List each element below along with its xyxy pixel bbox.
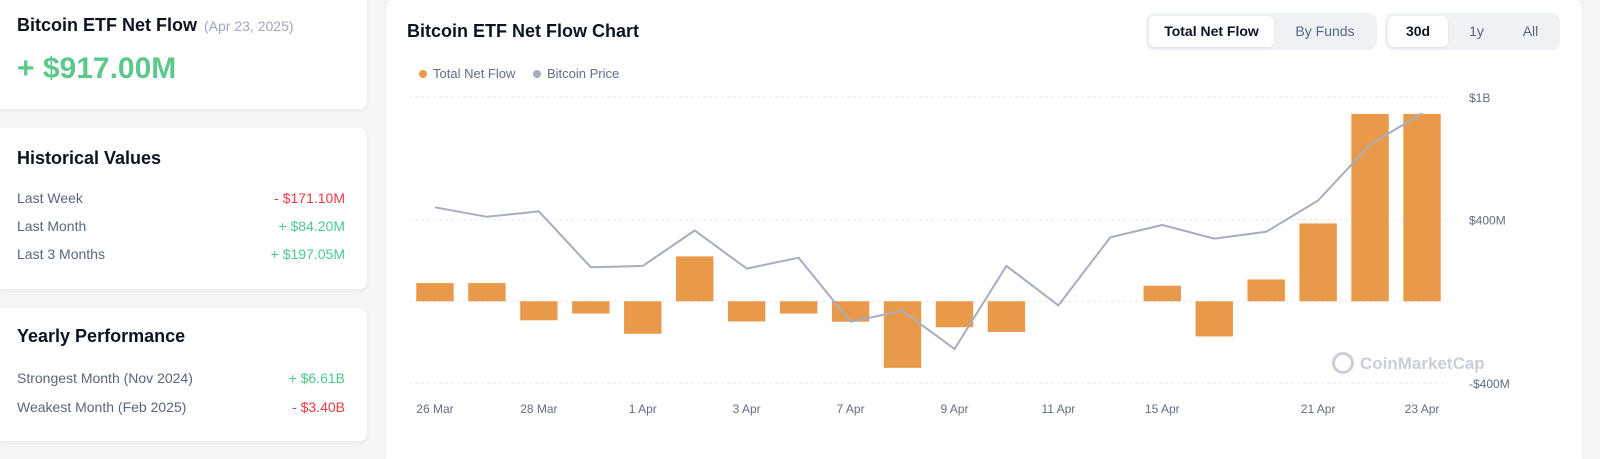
row-value: - $171.10M <box>274 190 345 206</box>
row-label-text: Weakest Month <box>17 399 115 415</box>
historical-card: Historical Values Last Week - $171.10M L… <box>0 128 367 289</box>
row-label-sub: (Nov 2024) <box>123 370 193 386</box>
coinmarketcap-logo-icon <box>1332 352 1354 374</box>
historical-title: Historical Values <box>17 148 162 168</box>
x-tick-label: 9 Apr <box>940 402 968 416</box>
bar <box>1143 285 1181 302</box>
summary-title: Bitcoin ETF Net Flow (Apr 23, 2025) <box>17 15 294 36</box>
row-label: Last 3 Months <box>17 246 105 262</box>
x-tick-label: 7 Apr <box>837 402 865 416</box>
bar <box>1195 301 1233 337</box>
x-tick-label: 28 Mar <box>520 402 557 416</box>
bar <box>416 283 454 302</box>
summary-date: (Apr 23, 2025) <box>204 18 294 34</box>
chart-legend: Total Net Flow Bitcoin Price <box>419 66 633 81</box>
bar <box>727 301 766 322</box>
historical-row-week: Last Week - $171.10M <box>17 190 345 210</box>
bar <box>935 301 974 328</box>
y-tick-label: $1B <box>1469 91 1490 105</box>
bar <box>676 256 714 302</box>
bar <box>1247 279 1285 302</box>
row-label-sub: (Feb 2025) <box>117 399 187 415</box>
range-toggle: 30d 1y All <box>1385 13 1560 50</box>
row-value: - $3.40B <box>292 399 345 415</box>
row-label: Weakest Month (Feb 2025) <box>17 399 186 415</box>
bar <box>468 283 506 302</box>
tab-all[interactable]: All <box>1522 23 1539 39</box>
y-tick-label: -$400M <box>1469 377 1510 391</box>
bar <box>883 301 922 368</box>
tab-1y[interactable]: 1y <box>1469 23 1484 39</box>
tab-total-net-flow[interactable]: Total Net Flow <box>1149 16 1274 47</box>
row-label: Last Week <box>17 190 83 206</box>
historical-row-3months: Last 3 Months + $197.05M <box>17 246 345 266</box>
bar <box>779 301 818 314</box>
legend-dot-net-flow <box>419 70 427 78</box>
summary-title-text: Bitcoin ETF Net Flow <box>17 15 197 35</box>
yearly-row-weakest: Weakest Month (Feb 2025) - $3.40B <box>17 399 345 419</box>
row-label: Last Month <box>17 218 87 234</box>
bar <box>520 301 558 321</box>
view-toggle: Total Net Flow By Funds <box>1146 13 1377 50</box>
summary-value: + $917.00M <box>17 52 177 85</box>
yearly-row-strongest: Strongest Month (Nov 2024) + $6.61B <box>17 370 345 390</box>
price-line <box>434 112 1423 350</box>
bar <box>987 301 1026 332</box>
x-tick-label: 23 Apr <box>1405 402 1440 416</box>
bar <box>1299 223 1337 302</box>
tab-by-funds[interactable]: By Funds <box>1295 23 1355 39</box>
legend-item-net-flow[interactable]: Total Net Flow <box>419 66 515 81</box>
legend-label: Total Net Flow <box>433 66 516 81</box>
bar <box>1351 113 1389 302</box>
row-value: + $197.05M <box>270 246 345 262</box>
watermark-text: CoinMarketCap <box>1360 354 1485 373</box>
chart-plot: $1B $400M -$400M 26 Mar 28 Mar 1 Apr 3 Apr 7 Ap… <box>409 91 1510 416</box>
row-label: Strongest Month (Nov 2024) <box>17 370 193 386</box>
x-tick-label: 21 Apr <box>1301 402 1336 416</box>
row-label-text: Strongest Month <box>17 370 120 386</box>
yearly-title: Yearly Performance <box>17 326 186 346</box>
chart-panel: Bitcoin ETF Net Flow Chart Total Net Flo… <box>386 0 1582 459</box>
legend-item-bitcoin-price[interactable]: Bitcoin Price <box>533 66 619 81</box>
bar <box>1403 113 1441 302</box>
chart-title: Bitcoin ETF Net Flow Chart <box>407 21 639 41</box>
legend-label: Bitcoin Price <box>547 66 620 81</box>
y-tick-label: $400M <box>1469 214 1506 228</box>
bar <box>572 301 610 314</box>
watermark: CoinMarketCap <box>1332 352 1485 374</box>
x-tick-label: 15 Apr <box>1145 402 1180 416</box>
x-tick-label: 26 Mar <box>416 402 453 416</box>
bar <box>831 301 870 322</box>
x-tick-label: 1 Apr <box>629 402 657 416</box>
summary-card: Bitcoin ETF Net Flow (Apr 23, 2025) + $9… <box>0 0 367 109</box>
legend-dot-price <box>533 70 541 78</box>
tab-30d[interactable]: 30d <box>1388 16 1448 47</box>
historical-row-month: Last Month + $84.20M <box>17 218 345 238</box>
x-tick-label: 3 Apr <box>733 402 761 416</box>
bar <box>624 301 662 334</box>
row-value: + $84.20M <box>278 218 345 234</box>
row-value: + $6.61B <box>288 370 345 386</box>
x-tick-label: 11 Apr <box>1041 402 1075 416</box>
yearly-card: Yearly Performance Strongest Month (Nov … <box>0 308 367 441</box>
